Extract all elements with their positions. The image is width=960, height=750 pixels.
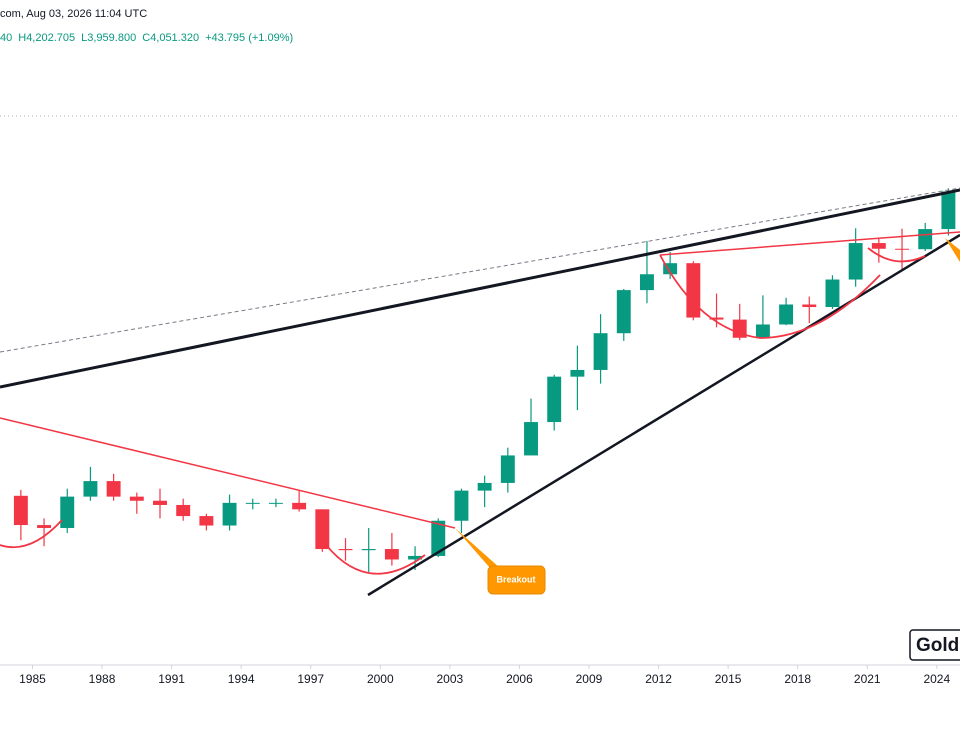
candle-body (431, 520, 446, 556)
candle-body (106, 481, 121, 497)
candle-body (268, 502, 283, 504)
x-tick-label: 2009 (576, 672, 603, 686)
candle-body (176, 504, 191, 517)
x-tick-label: 1997 (297, 672, 324, 686)
candle-body (477, 482, 492, 491)
candle-body (732, 319, 747, 338)
dashed-trendline (0, 187, 960, 353)
x-tick-label: 2012 (645, 672, 672, 686)
cup-arc (659, 254, 881, 339)
candle-body (361, 549, 376, 551)
x-tick-label: 1988 (89, 672, 116, 686)
watermark: Gold (916, 635, 959, 656)
upper-trendline (0, 188, 960, 389)
x-tick-label: 2015 (715, 672, 742, 686)
x-tick-label: 2003 (437, 672, 464, 686)
callout-label: Breakout (496, 574, 535, 584)
candle-body (129, 496, 144, 501)
candle-body (37, 525, 52, 528)
neckline-1 (0, 417, 456, 529)
candle-body (640, 274, 654, 291)
candle-body (524, 422, 538, 456)
lower-trendline (367, 233, 960, 597)
ohlc-field: 40 (0, 32, 12, 44)
watermark-box (909, 629, 960, 661)
x-tick-label: 1991 (158, 672, 185, 686)
candle-body (83, 481, 98, 497)
candle-body (13, 495, 28, 526)
x-tick-label: 1985 (19, 672, 46, 686)
candle-body (825, 279, 840, 308)
header-source: com, Aug 03, 2026 11:04 UTC (0, 8, 147, 20)
candle-body (686, 263, 701, 318)
candle-body (895, 248, 909, 250)
cup-arc (867, 247, 926, 263)
candle-body (454, 490, 469, 521)
ohlc-field: C4,051.320 (142, 32, 199, 44)
cup-arc (319, 536, 426, 575)
candle-body (384, 549, 399, 560)
callout-pointer (945, 238, 960, 262)
ohlc-text: 40 H4,202.705 L3,959.800 C4,051.320 +43.795 … (0, 32, 293, 44)
callout-pointer (455, 528, 500, 568)
candle-body (60, 496, 75, 528)
candle-body (802, 304, 817, 308)
x-axis: 1985 1988 1991 1994 1997 2000 2003 2006 2009 2012… (19, 665, 950, 686)
candle-body (153, 500, 167, 505)
candle-body (871, 243, 886, 249)
candle-body (709, 317, 724, 320)
candle-body (222, 502, 237, 526)
ohlc-legend: 40 H4,202.705 L3,959.800 C4,051.320 +43.795 … (0, 32, 293, 44)
candle-body (570, 369, 585, 377)
candle-body (616, 290, 631, 334)
candle-body (500, 455, 515, 483)
candle-body (779, 304, 794, 325)
candle-body (593, 333, 608, 370)
callout-box (487, 565, 546, 595)
x-tick-label: 2024 (923, 672, 950, 686)
ohlc-field: +43.795 (+1.09%) (205, 32, 293, 44)
candle-body (408, 555, 423, 560)
x-tick-label: 2000 (367, 672, 394, 686)
ohlc-field: L3,959.800 (81, 32, 136, 44)
candle-body (663, 263, 678, 275)
x-tick-label: 2018 (784, 672, 811, 686)
candle-body (338, 549, 353, 551)
x-tick-label: 2006 (506, 672, 533, 686)
candles (13, 188, 956, 572)
candle-body (941, 191, 956, 230)
neckline-2 (659, 231, 960, 256)
x-tick-label: 1994 (228, 672, 255, 686)
candle-body (918, 229, 933, 250)
candle-body (199, 516, 214, 526)
candle-body (848, 243, 863, 280)
candle-body (315, 509, 330, 550)
candle-body (547, 376, 562, 423)
candle-body (245, 502, 260, 504)
x-tick-label: 2021 (854, 672, 881, 686)
candle-body (755, 324, 770, 338)
cup-arc (0, 519, 63, 549)
candle-body (292, 502, 307, 510)
ohlc-field: H4,202.705 (18, 32, 75, 44)
